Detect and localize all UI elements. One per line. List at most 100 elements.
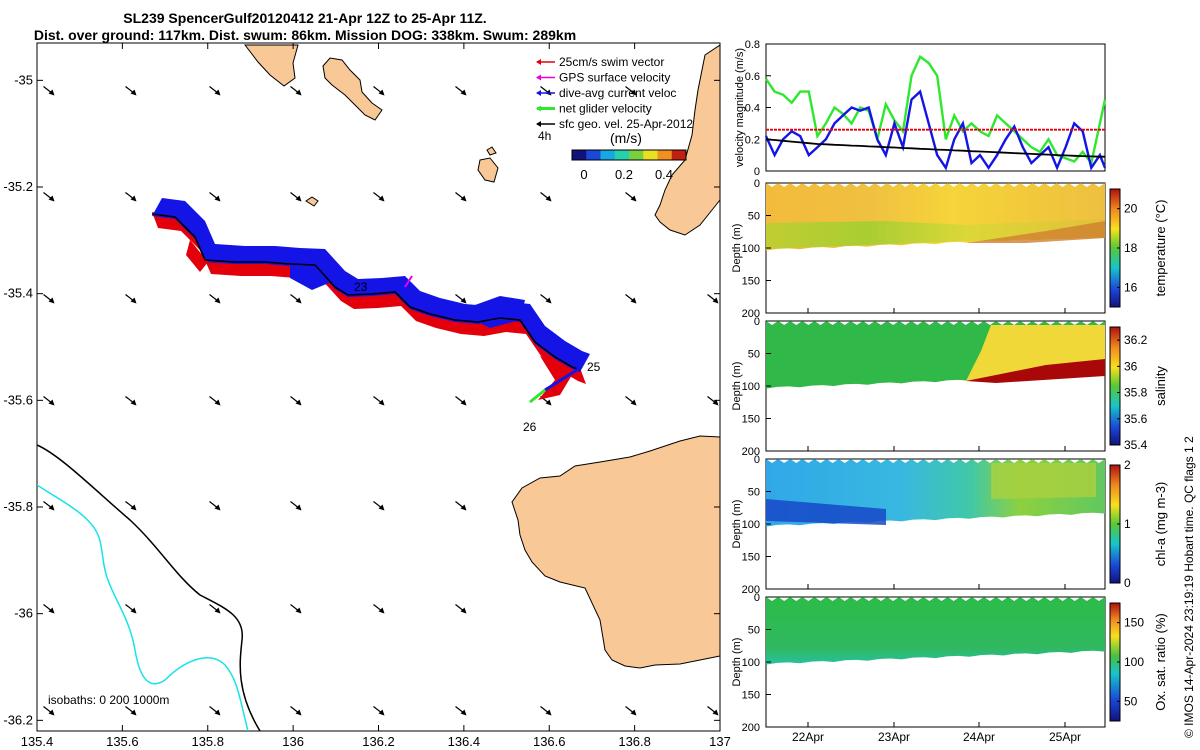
- geo-arrow-head: [545, 399, 552, 406]
- hm-colorbar-salinity: [1109, 326, 1121, 446]
- geo-arrow-head: [378, 399, 385, 406]
- map-axes: 135.4 135.6 135.8 136 136.2 136.4 136.6 136.8 13…: [3, 43, 731, 749]
- hm-cbar-tick-label: 0: [1124, 576, 1131, 590]
- map-y-tick-label: -35.8: [3, 499, 33, 514]
- vel-y-tick-label: 0.6: [745, 71, 760, 83]
- map-x-tick-label: 136.8: [618, 734, 651, 749]
- geo-arrow-head: [378, 709, 385, 716]
- geo-arrow-head: [295, 195, 302, 202]
- geo-arrow-head: [630, 709, 637, 716]
- colorbar-frame: [571, 149, 687, 161]
- geo-arrow-head: [214, 297, 221, 304]
- geo-arrow-head: [378, 195, 385, 202]
- hm-cbar-tick-label: 150: [1124, 616, 1144, 630]
- hm-y-axis-label: Depth (m): [731, 500, 743, 549]
- geo-arrow-head: [630, 399, 637, 406]
- hm-y-tick-label: 0: [754, 454, 760, 466]
- hm-cbar-label: Ox. sat. ratio (%): [1153, 613, 1168, 711]
- yorke-peninsula-land: [654, 44, 720, 236]
- map-y-tick-label: -35.6: [3, 392, 33, 407]
- geo-arrow-head: [295, 89, 302, 96]
- map-y-tick-label: -35.2: [3, 179, 33, 194]
- geo-arrow-head: [295, 504, 302, 511]
- geo-arrow-head: [460, 89, 467, 96]
- salinity-max-bottom: [966, 359, 1105, 383]
- map-legend: 25cm/s swim vector GPS surface velocitydi…: [536, 55, 693, 131]
- geo-arrow-head: [214, 607, 221, 614]
- hm-cbar-tick-label: 1: [1124, 517, 1131, 531]
- chl-high-patch: [991, 463, 1096, 499]
- geo-arrow-head: [630, 297, 637, 304]
- hm-y-tick-label: 150: [742, 552, 760, 564]
- hm-cbar-tick-label: 35.8: [1124, 386, 1148, 400]
- hm-cbar-tick-label: 100: [1124, 655, 1144, 669]
- swim-lobe: [538, 356, 575, 400]
- island-3: [477, 157, 499, 183]
- colorbar-segment: [629, 150, 644, 160]
- hm-y-tick-label: 200: [742, 722, 760, 734]
- geo-arrow-head: [712, 709, 719, 716]
- day-label-25: 25: [587, 360, 601, 374]
- vel-series-geo: [765, 138, 1105, 158]
- hm-cbar-label: salinity: [1153, 366, 1168, 406]
- heatmap-panel-temperature: 0 50 100 150 200 Depth (m) 16 18 20 temperature (…: [731, 178, 1168, 320]
- temp-lower-layer: [766, 219, 1105, 249]
- geo-arrow-head: [48, 607, 55, 614]
- geo-arrow-head: [295, 709, 302, 716]
- time-tick-label: 25Apr: [1049, 730, 1081, 744]
- vel-series-net: [765, 54, 1107, 166]
- geo-arrow-head: [130, 297, 137, 304]
- hm-y-axis-label: Depth (m): [731, 638, 743, 687]
- heatmap-panel-salinity: 0 50 100 150 200 Depth (m) 35.4 35.6 35.8 36 36.2 s…: [731, 316, 1168, 458]
- legend-label-swim: 25cm/s swim vector: [559, 55, 664, 69]
- geo-arrow-head: [48, 89, 55, 96]
- hm-cbar-tick-label: 35.4: [1124, 438, 1148, 452]
- hm-cbar-tick-label: 18: [1124, 241, 1138, 255]
- legend-label-current: dive-avg current veloc: [559, 86, 676, 100]
- tail-current: [544, 366, 581, 392]
- hm-cbar-tick-label: 36: [1124, 359, 1138, 373]
- hm-y-tick-label: 100: [742, 381, 760, 393]
- geo-arrow-head: [378, 504, 385, 511]
- map-y-tick-label: -36.2: [3, 712, 33, 727]
- geo-arrow-head: [378, 89, 385, 96]
- map-y-tick-label: -36: [14, 606, 33, 621]
- hm-y-tick-label: 150: [742, 414, 760, 426]
- chl-low-patch: [766, 499, 886, 525]
- time-tick-label: 23Apr: [878, 730, 910, 744]
- island-5: [486, 146, 497, 156]
- geo-arrow-head: [48, 297, 55, 304]
- hm-cbar-tick-label: 35.6: [1124, 412, 1148, 426]
- legend-label-net: net glider velocity: [559, 102, 652, 116]
- geo-arrow-head: [48, 195, 55, 202]
- hm-y-tick-label: 150: [742, 690, 760, 702]
- hm-cbar-tick-label: 36.2: [1124, 333, 1148, 347]
- hm-cbar-tick-label: 50: [1124, 694, 1138, 708]
- geo-arrow-head: [214, 504, 221, 511]
- vel-y-tick-label: 0.8: [745, 39, 760, 51]
- gps-arrow: [404, 275, 413, 288]
- time-tick-label: 22Apr: [792, 730, 824, 744]
- kangaroo-island-land: [511, 435, 720, 669]
- geo-arrow-head: [214, 89, 221, 96]
- geo-arrow-head: [545, 195, 552, 202]
- geo-arrow-head: [48, 504, 55, 511]
- title-line-1: SL239 SpencerGulf20120412 21-Apr 12Z to …: [123, 10, 487, 26]
- vel-y-tick-label: 0.2: [745, 134, 760, 146]
- footer-credit: © IMOS 14-Apr-2024 23:19:19 Hobart time.…: [1182, 436, 1196, 738]
- geo-arrow-head: [295, 297, 302, 304]
- map-x-tick-label: 136.4: [448, 734, 481, 749]
- map-x-tick-label: 137: [709, 734, 731, 749]
- island-4: [305, 196, 319, 207]
- colorbar-tick-label: 0: [580, 167, 587, 182]
- colorbar-segment: [572, 150, 587, 160]
- map-x-tick-label: 136.2: [362, 734, 395, 749]
- vel-y-tick-label: 0: [754, 166, 760, 178]
- hm-y-tick-label: 50: [748, 487, 760, 499]
- hm-y-axis-label: Depth (m): [731, 362, 743, 411]
- legend-arrowhead-swim: [536, 59, 541, 65]
- geo-arrow-head: [630, 89, 637, 96]
- colorbar-segment: [657, 150, 673, 160]
